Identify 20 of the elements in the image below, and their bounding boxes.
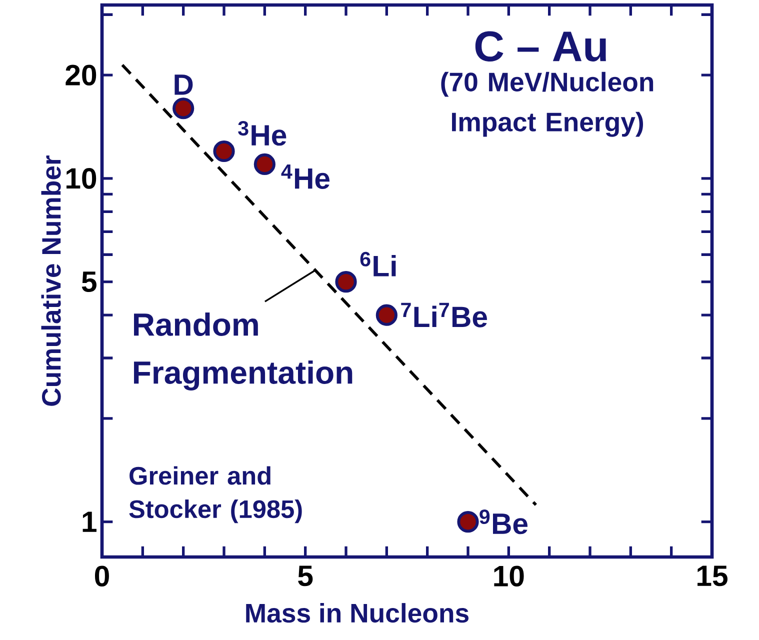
y-tick-label: 1	[82, 512, 96, 532]
annotation: Greiner and Stocker (1985)	[129, 466, 302, 524]
annotation: $^{4}$He	[281, 164, 330, 189]
y-tick-label: 20	[66, 64, 96, 86]
y-axis-title: Cumulative Number	[41, 155, 61, 406]
text: (70 MeV/Nucleon Impact Energy)	[441, 72, 654, 137]
x-tick-label: 10	[494, 566, 524, 586]
x-tick-label: 15	[698, 566, 728, 586]
annotation: D	[174, 74, 193, 95]
annotation: Random Fragmentation	[134, 312, 352, 390]
x-axis-title: Mass in Nucleons	[246, 603, 468, 623]
annotation: $^{9}$Be	[480, 509, 528, 534]
annotation: $^{6}$Li	[360, 252, 396, 276]
annotation: $^{7}$Li$^{7}$Be	[401, 302, 487, 328]
x-tick-label: 5	[298, 566, 313, 586]
y-tick-label: 5	[82, 272, 96, 292]
x-tick-label: 0	[94, 566, 109, 586]
chart-title: C – Au	[475, 31, 606, 62]
y-tick-label: 10	[66, 168, 96, 189]
annotation: $^{3}$He	[238, 120, 286, 146]
